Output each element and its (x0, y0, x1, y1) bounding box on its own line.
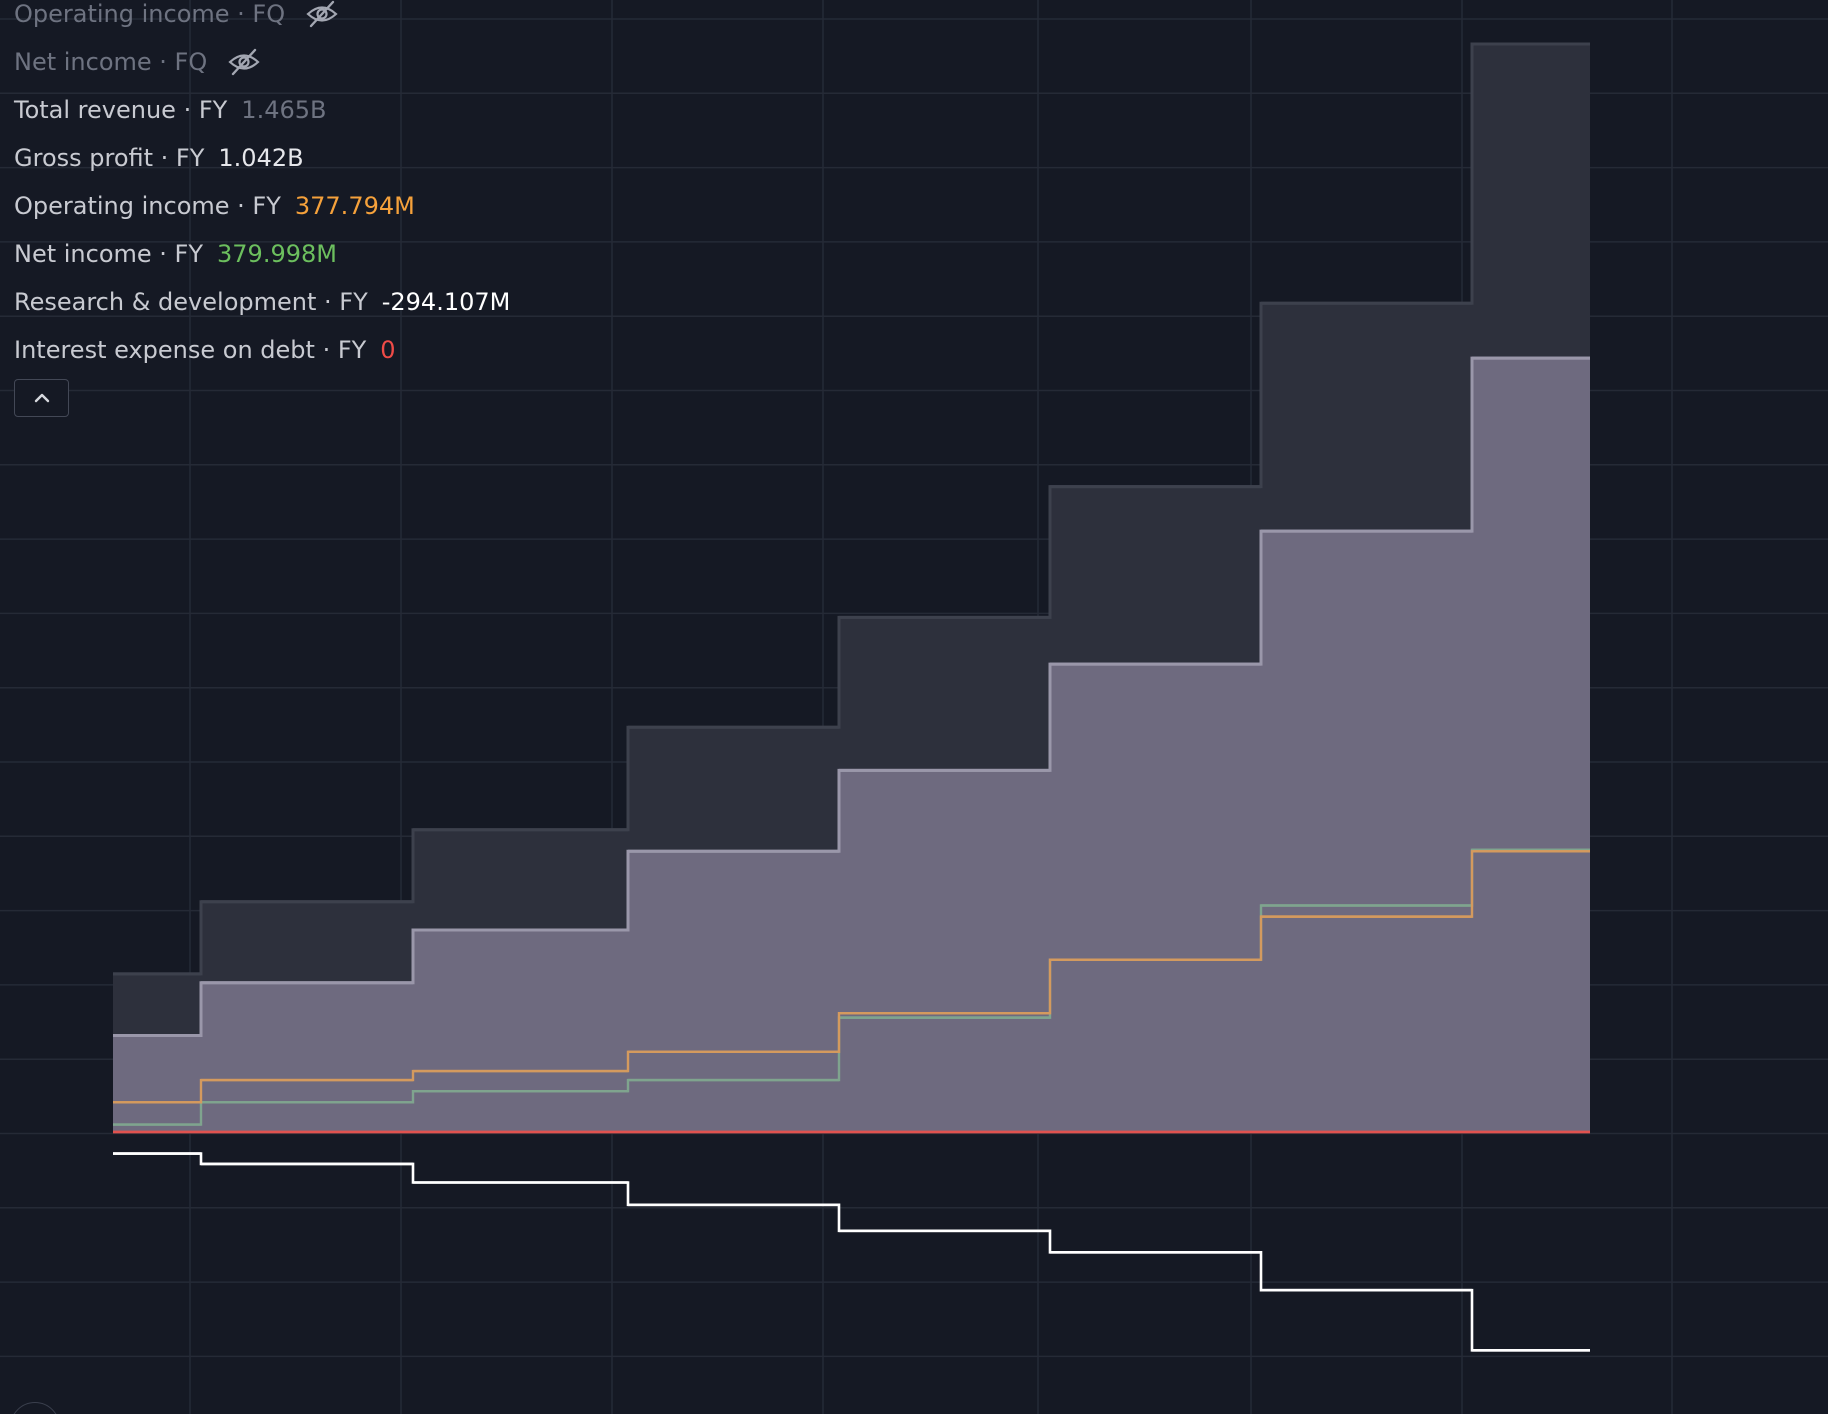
legend-series-value: 0 (380, 336, 396, 364)
legend-series-name: Net income · FQ (14, 48, 208, 76)
eye-off-icon[interactable] (305, 0, 339, 28)
series-gross-profit (113, 356, 1590, 1132)
legend-series-name: Research & development · FY (14, 288, 368, 316)
legend-series-name: Net income · FY (14, 240, 204, 268)
legend-row[interactable]: Operating income · FQ (14, 0, 339, 31)
legend-series-value: 377.794M (294, 192, 415, 220)
legend-row[interactable]: Interest expense on debt · FY 0 (14, 333, 410, 367)
legend-row[interactable]: Research & development · FY -294.107M (14, 285, 524, 319)
legend-row[interactable]: Gross profit · FY 1.042B (14, 141, 318, 175)
legend-series-value: 1.042B (218, 144, 304, 172)
chart-series-layer (113, 42, 1590, 1352)
series-research-development (113, 1152, 1590, 1352)
series-operating-income (113, 850, 1590, 1104)
legend-series-value: 379.998M (217, 240, 337, 268)
legend-series-name: Interest expense on debt · FY (14, 336, 367, 364)
legend-row[interactable]: Net income · FQ (14, 45, 261, 79)
legend-series-name: Total revenue · FY (14, 96, 228, 124)
legend-series-value: 1.465B (241, 96, 327, 124)
eye-off-icon[interactable] (227, 48, 261, 76)
series-step-line (113, 1152, 1590, 1352)
chevron-up-icon (34, 393, 49, 403)
series-area-fill (113, 358, 1590, 1132)
legend-row[interactable]: Net income · FY 379.998M (14, 237, 351, 271)
legend-series-name: Operating income · FQ (14, 0, 286, 28)
collapse-legend-button[interactable] (14, 379, 69, 417)
legend-series-name: Gross profit · FY (14, 144, 205, 172)
legend-row[interactable]: Total revenue · FY 1.465B (14, 93, 340, 127)
legend-series-value: -294.107M (381, 288, 511, 316)
legend-row[interactable]: Operating income · FY 377.794M (14, 189, 429, 223)
legend-series-name: Operating income · FY (14, 192, 281, 220)
